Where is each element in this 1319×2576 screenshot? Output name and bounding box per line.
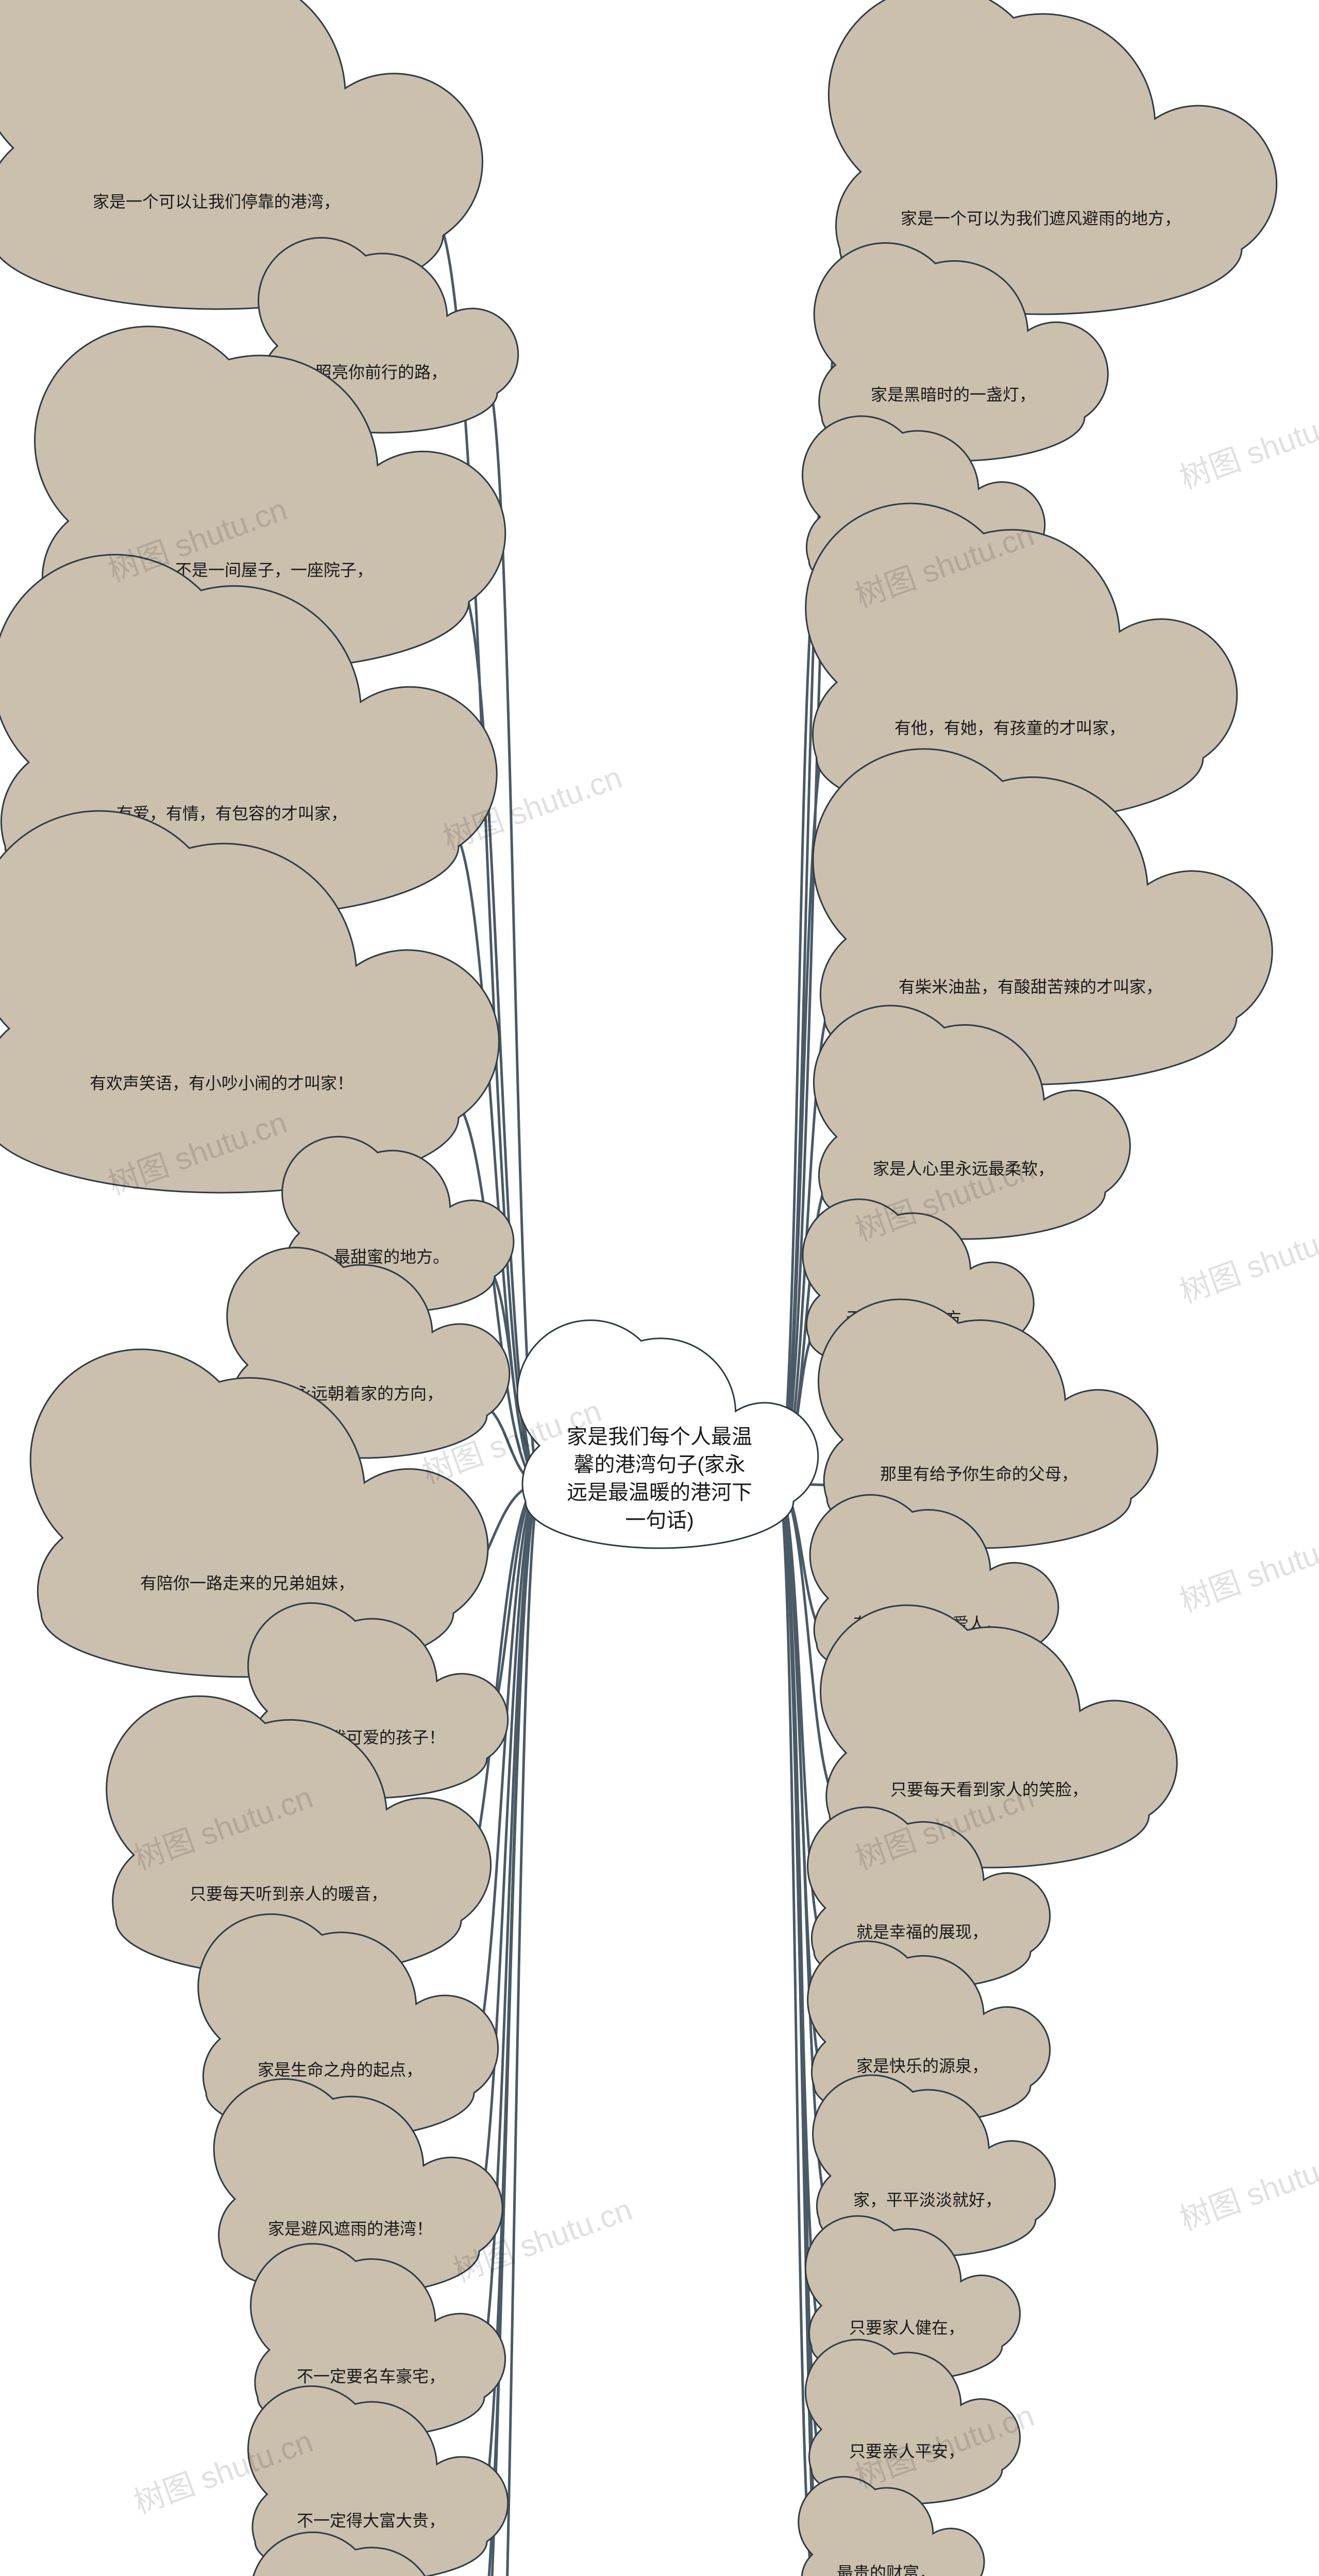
cloud-text: 不一定要名车豪宅， xyxy=(297,2367,445,2386)
cloud-text: 家是一个可以为我们遮风避雨的地方， xyxy=(901,209,1181,228)
cloud-text: 照亮你前行的路， xyxy=(315,363,447,382)
cloud-text: 最甜蜜的地方。 xyxy=(334,1248,449,1266)
cloud-text: 最贵的财富， xyxy=(837,2564,936,2576)
cloud-text: 有陪你一路走来的兄弟姐妹， xyxy=(140,1574,354,1592)
cloud-text: 家是快乐的源泉， xyxy=(856,2057,988,2075)
cloud-text: 只要家人健在， xyxy=(849,2318,965,2337)
cloud-text: 有爱，有情，有包容的才叫家， xyxy=(116,804,347,823)
cloud-text: 不一定得大富大贵， xyxy=(297,2512,445,2530)
cloud-text: 就是幸福的展现， xyxy=(856,1923,988,1941)
cloud-text: 家，平平淡淡就好， xyxy=(853,2191,1002,2209)
cloud-text: 家是一个可以让我们停靠的港湾， xyxy=(93,192,340,211)
cloud-text: 有他，有她，有孩童的才叫家， xyxy=(894,719,1125,737)
cloud-text: 有欢声笑语，有小吵小闹的才叫家！ xyxy=(90,1074,353,1093)
mindmap-canvas: 家是一个可以让我们停靠的港湾，照亮你前行的路，家，不是一间屋子，一座院子，有爱，… xyxy=(0,0,1319,2576)
clouds: 家是一个可以让我们停靠的港湾，照亮你前行的路，家，不是一间屋子，一座院子，有爱，… xyxy=(0,0,1277,2576)
cloud-text: 家是生命之舟的起点， xyxy=(258,2060,422,2079)
cloud-text: 那里有给予你生命的父母， xyxy=(880,1465,1078,1483)
cloud-text: 家是避风遮雨的港湾！ xyxy=(268,2219,433,2238)
cloud-text: 有柴米油盐，有酸甜苦辣的才叫家， xyxy=(899,977,1162,996)
cloud-text: 只要亲人平安， xyxy=(849,2442,965,2461)
cloud-text: 家是黑暗时的一盏灯， xyxy=(871,385,1036,404)
cloud-text: 只要每天看到家人的笑脸， xyxy=(890,1780,1088,1799)
cloud-text: 只要每天听到亲人的暖音， xyxy=(190,1885,387,1903)
mindmap-svg: 家是一个可以让我们停靠的港湾，照亮你前行的路，家，不是一间屋子，一座院子，有爱，… xyxy=(0,0,1319,2576)
cloud-text: 家是人心里永远最柔软， xyxy=(873,1160,1054,1178)
